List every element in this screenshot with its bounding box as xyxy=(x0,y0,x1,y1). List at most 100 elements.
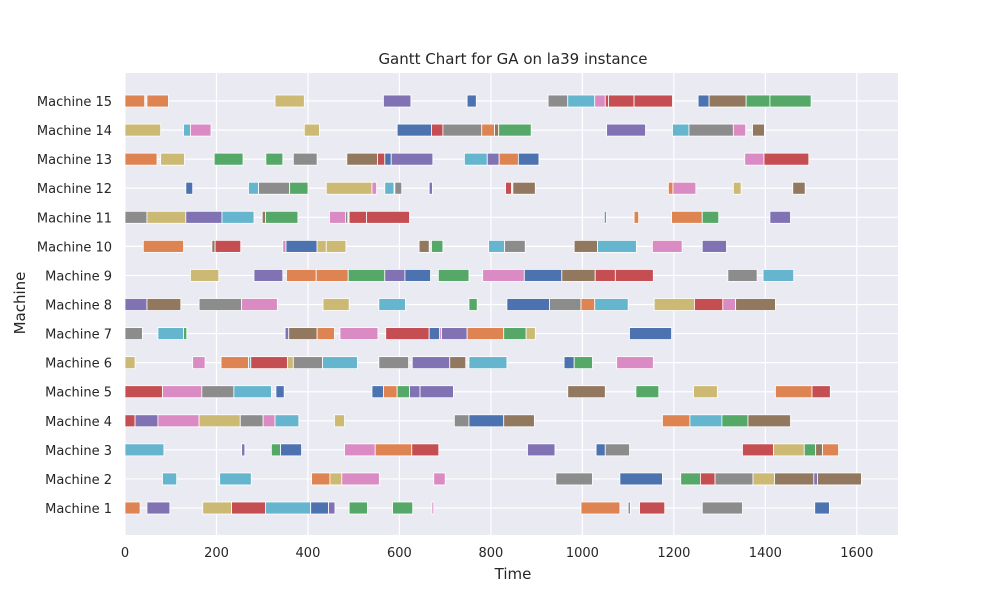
task-bar xyxy=(752,123,765,137)
task-bar xyxy=(192,356,206,370)
y-tick-label: Machine 3 xyxy=(45,444,112,459)
task-bar xyxy=(345,210,349,224)
task-bar xyxy=(185,181,194,195)
task-bar xyxy=(292,152,318,166)
task-bar xyxy=(614,269,654,282)
y-tick-label: Machine 15 xyxy=(37,95,112,110)
task-bar xyxy=(431,239,444,253)
task-bar xyxy=(506,298,550,311)
task-bar xyxy=(527,443,556,457)
task-bar xyxy=(311,472,331,486)
task-bar xyxy=(442,123,483,137)
task-bar xyxy=(714,472,754,486)
task-bar xyxy=(428,181,433,195)
task-bar xyxy=(325,181,373,195)
task-bar xyxy=(239,414,264,428)
task-bar xyxy=(124,501,141,515)
y-tick-label: Machine 2 xyxy=(45,473,112,488)
task-bar xyxy=(241,298,278,311)
task-bar xyxy=(811,385,831,399)
task-bar xyxy=(198,414,241,428)
task-bar xyxy=(688,123,734,137)
task-bar xyxy=(366,210,410,224)
task-bar xyxy=(198,298,243,311)
task-bar xyxy=(671,210,703,224)
task-bar xyxy=(433,472,446,486)
task-bar xyxy=(680,472,701,486)
task-bar xyxy=(627,501,631,515)
task-bar xyxy=(292,356,323,370)
task-bar xyxy=(512,181,536,195)
task-bar xyxy=(431,123,444,137)
task-bar xyxy=(409,385,421,399)
task-bar xyxy=(727,269,758,282)
x-tick-label: 1200 xyxy=(657,546,690,561)
task-bar xyxy=(488,239,506,253)
task-bar xyxy=(814,501,830,515)
y-tick-labels: Machine 1 Machine 2 Machine 3 Machine 4 Mach… xyxy=(37,95,112,517)
task-bar xyxy=(773,443,805,457)
y-tick-label: Machine 11 xyxy=(37,211,112,226)
task-bar xyxy=(468,414,505,428)
task-bar xyxy=(344,443,376,457)
task-bar xyxy=(697,94,710,108)
task-bar xyxy=(183,123,191,137)
task-bar xyxy=(124,385,163,399)
task-bar xyxy=(708,94,747,108)
task-bar xyxy=(629,327,672,340)
task-bar xyxy=(689,414,723,428)
task-bar xyxy=(653,298,695,311)
task-bar xyxy=(325,239,347,253)
x-tick-labels: 0 200 400 600 800 1000 1200 1400 1600 xyxy=(121,546,874,561)
task-bar xyxy=(525,327,536,340)
x-axis-label: Time xyxy=(494,565,532,583)
task-bar xyxy=(124,94,146,108)
y-tick-label: Machine 6 xyxy=(45,357,112,372)
task-bar xyxy=(594,94,606,108)
task-bar xyxy=(504,239,526,253)
task-bar xyxy=(316,327,335,340)
task-bar xyxy=(775,385,813,399)
task-bar xyxy=(606,123,646,137)
task-bar xyxy=(616,356,654,370)
task-bar xyxy=(213,152,244,166)
task-bar xyxy=(567,385,606,399)
task-bars xyxy=(124,94,862,515)
task-bar xyxy=(769,210,791,224)
chart-title: Gantt Chart for GA on la39 instance xyxy=(378,50,647,68)
task-bar xyxy=(639,501,666,515)
task-bar xyxy=(774,472,815,486)
task-bar xyxy=(744,152,765,166)
task-bar xyxy=(419,385,454,399)
task-bar xyxy=(428,327,441,340)
task-bar xyxy=(667,181,674,195)
task-bar xyxy=(347,269,386,282)
task-bar xyxy=(549,298,582,311)
y-tick-label: Machine 8 xyxy=(45,299,112,314)
task-bar xyxy=(310,501,329,515)
task-bar xyxy=(146,210,187,224)
task-bar xyxy=(517,152,540,166)
task-bar xyxy=(701,501,743,515)
task-bar xyxy=(286,356,294,370)
task-bar xyxy=(594,269,616,282)
task-bar xyxy=(219,472,252,486)
task-bar xyxy=(762,269,795,282)
task-bar xyxy=(597,239,637,253)
task-bar xyxy=(371,385,384,399)
task-bar xyxy=(289,181,309,195)
task-bar xyxy=(124,152,158,166)
task-bar xyxy=(162,472,178,486)
task-bar xyxy=(124,443,165,457)
y-tick-label: Machine 7 xyxy=(45,328,112,343)
task-bar xyxy=(662,414,691,428)
task-bar xyxy=(817,472,862,486)
task-bar xyxy=(157,327,184,340)
task-bar xyxy=(466,327,505,340)
task-bar xyxy=(815,443,823,457)
task-bar xyxy=(503,327,527,340)
task-bar xyxy=(211,239,216,253)
task-bar xyxy=(124,414,136,428)
task-bar xyxy=(274,414,300,428)
x-tick-label: 200 xyxy=(204,546,229,561)
